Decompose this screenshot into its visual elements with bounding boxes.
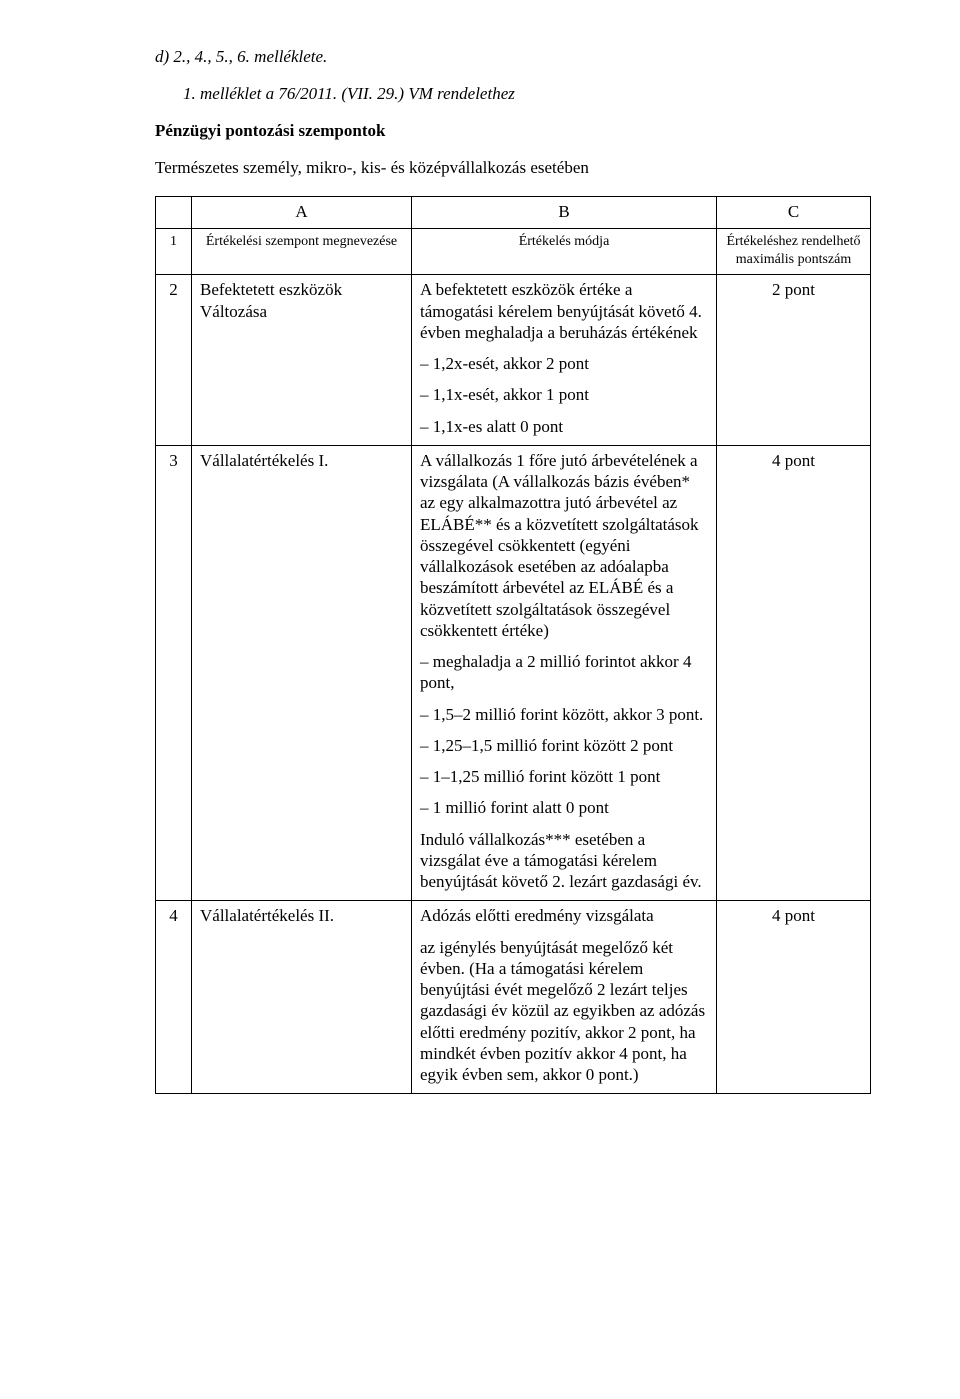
- row2-b: A befektetett eszközök értéke a támogatá…: [412, 275, 717, 446]
- col-a-letter: A: [192, 197, 412, 229]
- table-row: 3 Vállalatértékelés I. A vállalkozás 1 f…: [156, 445, 871, 901]
- row3-b: A vállalkozás 1 főre jutó árbevételének …: [412, 445, 717, 901]
- row3-b-p7: Induló vállalkozás*** esetében a vizsgál…: [420, 829, 708, 893]
- row4-b: Adózás előtti eredmény vizsgálata az igé…: [412, 901, 717, 1094]
- row3-b-p5: – 1–1,25 millió forint között 1 pont: [420, 766, 708, 787]
- row3-b-p4: – 1,25–1,5 millió forint között 2 pont: [420, 735, 708, 756]
- row3-b-p6: – 1 millió forint alatt 0 pont: [420, 797, 708, 818]
- row2-b-p1: A befektetett eszközök értéke a támogatá…: [420, 279, 708, 343]
- header-col-b: Értékelés módja: [412, 229, 717, 275]
- row2-b-p2: – 1,2x-esét, akkor 2 pont: [420, 353, 708, 374]
- row4-b-p1: Adózás előtti eredmény vizsgálata: [420, 905, 708, 926]
- row2-b-p3: – 1,1x-esét, akkor 1 pont: [420, 384, 708, 405]
- row2-c: 2 pont: [717, 275, 871, 446]
- row2-num: 2: [156, 275, 192, 446]
- table-header-abc: A B C: [156, 197, 871, 229]
- col-b-letter: B: [412, 197, 717, 229]
- row2-a-line1: Befektetett eszközök: [200, 279, 403, 300]
- header-c-line2: maximális pontszám: [725, 251, 862, 269]
- row3-c: 4 pont: [717, 445, 871, 901]
- header-col-c: Értékeléshez rendelhető maximális pontsz…: [717, 229, 871, 275]
- paragraph-d: d) 2., 4., 5., 6. melléklete.: [155, 47, 870, 67]
- row3-b-p2: – meghaladja a 2 millió forintot akkor 4…: [420, 651, 708, 694]
- scoring-table: A B C 1 Értékelési szempont megnevezése …: [155, 196, 871, 1094]
- section-title: Pénzügyi pontozási szempontok: [155, 121, 870, 141]
- row4-b-p2: az igénylés benyújtását megelőző két évb…: [420, 937, 708, 1086]
- row3-b-p3: – 1,5–2 millió forint között, akkor 3 po…: [420, 704, 708, 725]
- row2-a: Befektetett eszközök Változása: [192, 275, 412, 446]
- cell-blank: [156, 197, 192, 229]
- row3-a: Vállalatértékelés I.: [192, 445, 412, 901]
- section-subtitle: Természetes személy, mikro-, kis- és köz…: [155, 158, 870, 178]
- header-c-line1: Értékeléshez rendelhető: [725, 233, 862, 251]
- row2-a-line2: Változása: [200, 301, 403, 322]
- row4-a: Vállalatértékelés II.: [192, 901, 412, 1094]
- table-row: 4 Vállalatértékelés II. Adózás előtti er…: [156, 901, 871, 1094]
- row3-b-p1: A vállalkozás 1 főre jutó árbevételének …: [420, 450, 708, 641]
- header-col-a: Értékelési szempont megnevezése: [192, 229, 412, 275]
- col-c-letter: C: [717, 197, 871, 229]
- row4-c: 4 pont: [717, 901, 871, 1094]
- document-page: d) 2., 4., 5., 6. melléklete. 1. mellékl…: [0, 0, 960, 1134]
- decree-line: 1. melléklet a 76/2011. (VII. 29.) VM re…: [183, 84, 870, 104]
- row4-num: 4: [156, 901, 192, 1094]
- row3-num: 3: [156, 445, 192, 901]
- table-header-row: 1 Értékelési szempont megnevezése Értéke…: [156, 229, 871, 275]
- header-num: 1: [156, 229, 192, 275]
- table-row: 2 Befektetett eszközök Változása A befek…: [156, 275, 871, 446]
- row2-b-p4: – 1,1x-es alatt 0 pont: [420, 416, 708, 437]
